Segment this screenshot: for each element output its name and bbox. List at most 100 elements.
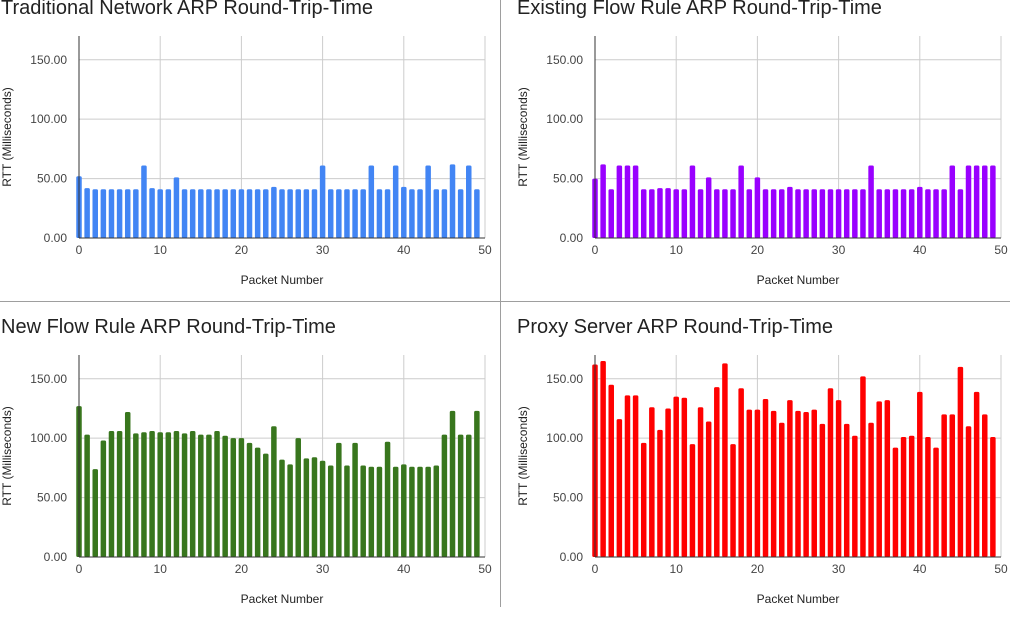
x-axis-label: Packet Number [241,592,324,606]
x-tick-label: 10 [670,243,684,257]
bar [803,189,809,238]
bar [392,165,399,238]
bar [392,466,399,557]
bar [165,432,172,557]
bar [352,442,358,557]
bar [474,410,480,557]
bar [917,391,923,557]
y-tick-label: 50.00 [37,172,67,186]
panel-divider-vertical [500,0,501,607]
x-tick-label: 30 [316,562,330,576]
bar [417,189,423,238]
bar [624,395,631,557]
bar [941,189,947,238]
bar [819,189,826,238]
bar [689,444,696,557]
bar [336,189,342,238]
bar [409,189,415,238]
bar [640,189,647,238]
bar [206,189,212,238]
x-tick-label: 10 [670,562,684,576]
bar [852,435,858,557]
y-tick-label: 100.00 [546,112,583,126]
bar [900,189,907,238]
x-tick-label: 50 [478,243,492,257]
bar [600,360,606,557]
bar [738,388,744,557]
bar [819,423,826,557]
bar [714,189,720,238]
y-axis-label: RTT (Milliseconds) [516,87,530,187]
x-axis-label: Packet Number [241,273,324,287]
bar [811,409,817,557]
bar [925,436,931,557]
bar [941,414,947,557]
x-tick-label: 40 [913,243,927,257]
bar [746,189,753,238]
bar [949,414,956,557]
x-tick-label: 20 [751,243,765,257]
bar [336,442,342,557]
bar [908,435,915,557]
bar [271,186,277,238]
bar [673,396,679,557]
bar [681,397,688,557]
bar [827,388,834,557]
bar [754,177,761,238]
bar [344,189,350,238]
x-tick-label: 0 [76,243,83,257]
bar [165,189,172,238]
bar [409,466,415,557]
bar [214,431,220,557]
bar [263,189,269,238]
bar [697,407,704,557]
bar [433,189,440,238]
bar [433,465,440,557]
x-tick-label: 20 [751,562,765,576]
bar [449,164,456,238]
bar [657,429,663,557]
bar [360,189,366,238]
bar [640,442,647,557]
chart-title: Traditional Network ARP Round-Trip-Time [1,0,373,19]
bar [466,165,472,238]
y-tick-label: 100.00 [30,112,67,126]
bar [957,189,964,238]
bar [108,189,115,238]
x-tick-label: 0 [76,562,83,576]
bar [868,165,874,238]
bar [263,453,269,557]
y-tick-label: 50.00 [553,172,583,186]
bar [835,400,842,557]
bar [181,189,188,238]
bar [632,395,639,557]
bar [884,189,891,238]
bar [401,186,407,238]
x-tick-label: 10 [154,243,168,257]
bar [173,431,180,557]
bar [198,189,204,238]
bar [124,189,131,238]
bar [730,189,736,238]
bar [705,421,712,557]
bar [319,165,326,238]
x-tick-label: 30 [832,562,846,576]
bar [803,412,809,557]
bar [230,438,237,557]
bar [116,189,123,238]
bar [214,189,220,238]
y-tick-label: 50.00 [37,491,67,505]
x-tick-label: 40 [397,562,411,576]
bar [376,466,383,557]
bar [222,189,228,238]
bar [665,408,671,557]
bar [957,366,964,557]
bar [360,465,366,557]
y-tick-label: 150.00 [30,372,67,386]
bar [933,189,939,238]
x-axis-label: Packet Number [757,592,840,606]
y-tick-label: 100.00 [546,431,583,445]
bar [230,189,237,238]
bar [632,165,639,238]
y-tick-label: 0.00 [44,550,68,564]
